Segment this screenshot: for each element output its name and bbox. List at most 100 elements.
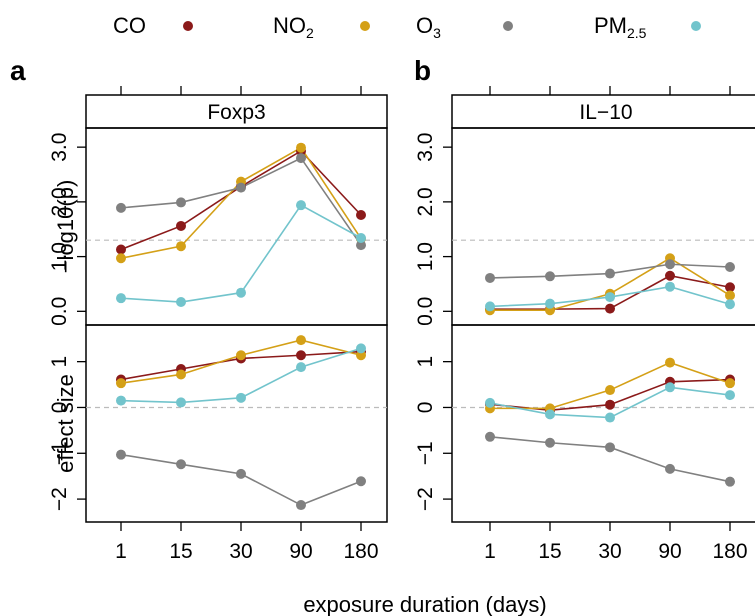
x-tick-label: 1 bbox=[115, 540, 127, 563]
legend-marker-no2 bbox=[360, 21, 370, 31]
y-tick-label: −2 bbox=[48, 487, 71, 511]
data-point-co bbox=[605, 303, 615, 314]
data-point-o3 bbox=[176, 197, 186, 208]
y-axis-title: −log10(p) bbox=[53, 180, 78, 274]
data-point-pm25 bbox=[485, 397, 495, 408]
y-tick-label: 3.0 bbox=[414, 133, 437, 162]
data-point-pm25 bbox=[236, 392, 246, 403]
legend-label-o3: O3 bbox=[416, 13, 441, 41]
plot-frame bbox=[85, 127, 388, 326]
series-line-co bbox=[120, 149, 362, 251]
y-tick-label: −2 bbox=[414, 487, 437, 511]
data-point-no2 bbox=[296, 142, 306, 153]
y-tick-label: −1 bbox=[414, 441, 437, 465]
legend-marker-o3 bbox=[503, 21, 513, 31]
panel-a: a Foxp3 0.0 1.0 2.0 3.0 −log10(p) −2 −1 0 1 effect … bbox=[10, 55, 388, 563]
data-point-o3 bbox=[545, 437, 555, 448]
data-point-pm25 bbox=[725, 299, 735, 310]
y-tick-label: 2.0 bbox=[414, 187, 437, 216]
data-point-pm25 bbox=[176, 397, 186, 408]
plot-frame bbox=[451, 324, 755, 523]
data-point-pm25 bbox=[116, 293, 126, 304]
x-tick-label: 180 bbox=[712, 540, 747, 563]
data-point-o3 bbox=[485, 431, 495, 442]
data-point-pm25 bbox=[356, 343, 366, 354]
data-point-pm25 bbox=[296, 362, 306, 373]
legend-label-pm25: PM2.5 bbox=[594, 13, 647, 41]
x-tick-label: 90 bbox=[289, 540, 312, 563]
data-point-no2 bbox=[665, 357, 675, 368]
data-point-co bbox=[725, 282, 735, 293]
panel-b-row-1: 0.0 1.0 2.0 3.0 bbox=[414, 127, 755, 326]
panel-a-row-1: 0.0 1.0 2.0 3.0 −log10(p) bbox=[48, 127, 388, 326]
data-point-pm25 bbox=[116, 395, 126, 406]
x-axis-title: exposure duration (days) bbox=[303, 592, 546, 616]
panels: a Foxp3 0.0 1.0 2.0 3.0 −log10(p) −2 −1 0 1 effect … bbox=[10, 55, 755, 563]
data-point-no2 bbox=[116, 378, 126, 389]
data-point-pm25 bbox=[296, 200, 306, 211]
data-point-o3 bbox=[236, 468, 246, 479]
data-point-o3 bbox=[725, 476, 735, 487]
data-point-pm25 bbox=[236, 287, 246, 298]
strip-label: IL−10 bbox=[579, 101, 632, 124]
data-point-o3 bbox=[485, 272, 495, 283]
data-point-co bbox=[176, 220, 186, 231]
y-axis-title: effect size bbox=[53, 374, 78, 473]
y-tick-label: 3.0 bbox=[48, 133, 71, 162]
y-tick-label: 2.0 bbox=[48, 187, 71, 216]
data-point-o3 bbox=[116, 449, 126, 460]
data-point-co bbox=[116, 244, 126, 255]
data-point-pm25 bbox=[485, 301, 495, 312]
x-tick-label: 1 bbox=[484, 540, 496, 563]
series-line-pm25 bbox=[120, 204, 362, 303]
data-point-pm25 bbox=[605, 292, 615, 303]
data-point-no2 bbox=[605, 385, 615, 396]
y-tick-label: 0 bbox=[414, 402, 437, 414]
data-point-o3 bbox=[356, 476, 366, 487]
data-point-co bbox=[665, 270, 675, 281]
data-point-no2 bbox=[176, 241, 186, 252]
legend-label-co: CO bbox=[113, 13, 146, 38]
y-tick-label: 0.0 bbox=[414, 297, 437, 326]
data-point-no2 bbox=[725, 290, 735, 301]
data-point-o3 bbox=[605, 268, 615, 279]
data-point-o3 bbox=[605, 442, 615, 453]
legend-marker-co bbox=[183, 21, 193, 31]
data-point-o3 bbox=[665, 463, 675, 474]
data-point-no2 bbox=[116, 253, 126, 264]
y-tick-label: 0.0 bbox=[48, 297, 71, 326]
data-point-pm25 bbox=[725, 390, 735, 401]
data-point-no2 bbox=[356, 350, 366, 361]
data-point-no2 bbox=[176, 369, 186, 380]
data-point-pm25 bbox=[545, 409, 555, 420]
data-point-co bbox=[356, 210, 366, 221]
y-tick-label: 1 bbox=[414, 356, 437, 368]
x-tick-label: 15 bbox=[538, 540, 561, 563]
y-tick-label: 1.0 bbox=[48, 242, 71, 271]
data-point-o3 bbox=[236, 182, 246, 193]
y-tick-label: 1 bbox=[48, 356, 71, 368]
data-point-o3 bbox=[296, 500, 306, 511]
panel-b: b IL−10 0.0 1.0 2.0 3.0 −2 −1 0 1 1 15 30 90 180 bbox=[414, 55, 755, 563]
x-tick-label: 180 bbox=[343, 540, 378, 563]
data-point-no2 bbox=[725, 378, 735, 389]
data-point-pm25 bbox=[176, 297, 186, 308]
plot-frame bbox=[85, 324, 388, 523]
legend: CO NO2 O3 PM2.5 bbox=[113, 13, 701, 41]
data-point-no2 bbox=[296, 335, 306, 346]
data-point-o3 bbox=[176, 459, 186, 470]
y-tick-label: 1.0 bbox=[414, 242, 437, 271]
data-point-co bbox=[296, 350, 306, 361]
series-line-o3 bbox=[120, 453, 362, 506]
data-point-pm25 bbox=[665, 382, 675, 393]
series-line-no2 bbox=[120, 146, 362, 260]
panel-a-row-2: −2 −1 0 1 effect size bbox=[48, 324, 388, 523]
panel-letter-b: b bbox=[414, 55, 431, 86]
data-point-pm25 bbox=[605, 412, 615, 423]
data-point-no2 bbox=[236, 350, 246, 361]
data-point-o3 bbox=[116, 202, 126, 213]
strip-label: Foxp3 bbox=[207, 101, 265, 124]
data-point-pm25 bbox=[356, 232, 366, 243]
x-tick-label: 30 bbox=[598, 540, 621, 563]
